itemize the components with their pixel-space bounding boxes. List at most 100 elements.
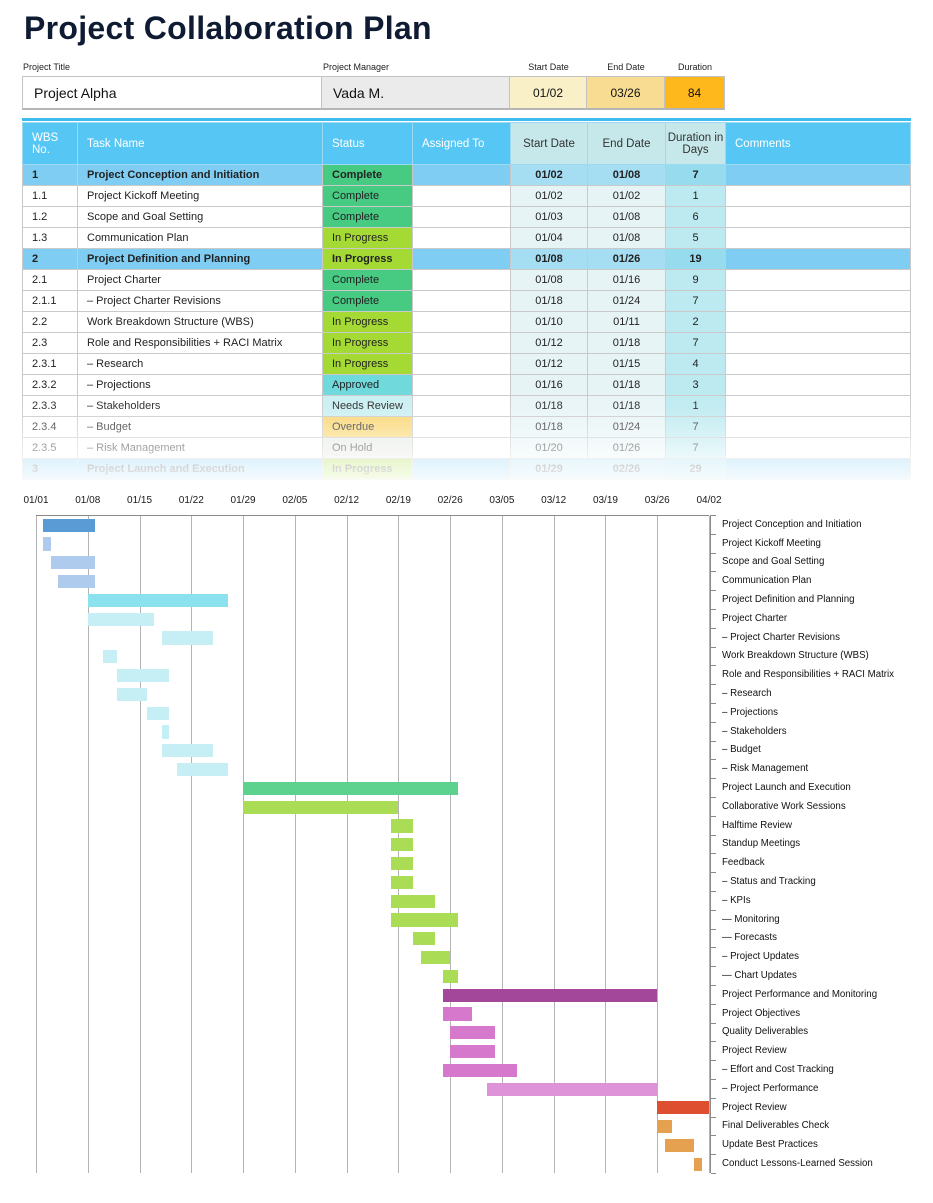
cell-assigned-to[interactable] bbox=[412, 374, 511, 396]
cell-task-name[interactable]: Project Launch and Execution bbox=[77, 458, 323, 480]
cell-start-date[interactable]: 01/12 bbox=[510, 332, 588, 354]
cell-duration[interactable]: 2 bbox=[665, 311, 726, 333]
cell-assigned-to[interactable] bbox=[412, 311, 511, 333]
cell-wbs[interactable]: 1.3 bbox=[22, 227, 78, 249]
cell-end-date[interactable]: 01/08 bbox=[587, 227, 666, 249]
cell-task-name[interactable]: – Project Charter Revisions bbox=[77, 290, 323, 312]
cell-wbs[interactable]: 1.2 bbox=[22, 206, 78, 228]
cell-duration[interactable]: 7 bbox=[665, 164, 726, 186]
cell-duration[interactable]: 5 bbox=[665, 227, 726, 249]
cell-comments[interactable] bbox=[725, 164, 911, 186]
cell-status[interactable]: Complete bbox=[322, 164, 413, 186]
summary-field-value[interactable]: Vada M. bbox=[322, 76, 510, 110]
cell-duration[interactable]: 7 bbox=[665, 416, 726, 438]
cell-status[interactable]: In Progress bbox=[322, 353, 413, 375]
cell-end-date[interactable]: 01/18 bbox=[587, 374, 666, 396]
cell-assigned-to[interactable] bbox=[412, 164, 511, 186]
cell-comments[interactable] bbox=[725, 248, 911, 270]
cell-wbs[interactable]: 2.3.5 bbox=[22, 437, 78, 459]
cell-start-date[interactable]: 01/02 bbox=[510, 185, 588, 207]
cell-end-date[interactable]: 01/15 bbox=[587, 353, 666, 375]
cell-start-date[interactable]: 01/08 bbox=[510, 269, 588, 291]
cell-wbs[interactable]: 2 bbox=[22, 248, 78, 270]
cell-assigned-to[interactable] bbox=[412, 185, 511, 207]
cell-wbs[interactable]: 2.1.1 bbox=[22, 290, 78, 312]
cell-status[interactable]: Needs Review bbox=[322, 395, 413, 417]
cell-assigned-to[interactable] bbox=[412, 437, 511, 459]
cell-status[interactable]: Complete bbox=[322, 185, 413, 207]
cell-task-name[interactable]: Scope and Goal Setting bbox=[77, 206, 323, 228]
summary-field-value[interactable]: 01/02 bbox=[510, 76, 587, 110]
cell-task-name[interactable]: Work Breakdown Structure (WBS) bbox=[77, 311, 323, 333]
cell-task-name[interactable]: Project Kickoff Meeting bbox=[77, 185, 323, 207]
cell-assigned-to[interactable] bbox=[412, 416, 511, 438]
cell-start-date[interactable]: 01/10 bbox=[510, 311, 588, 333]
cell-comments[interactable] bbox=[725, 458, 911, 480]
cell-duration[interactable]: 7 bbox=[665, 290, 726, 312]
cell-status[interactable]: Complete bbox=[322, 269, 413, 291]
cell-comments[interactable] bbox=[725, 227, 911, 249]
cell-start-date[interactable]: 01/08 bbox=[510, 248, 588, 270]
cell-task-name[interactable]: – Budget bbox=[77, 416, 323, 438]
cell-comments[interactable] bbox=[725, 290, 911, 312]
cell-assigned-to[interactable] bbox=[412, 353, 511, 375]
cell-assigned-to[interactable] bbox=[412, 227, 511, 249]
cell-status[interactable]: In Progress bbox=[322, 332, 413, 354]
cell-wbs[interactable]: 3 bbox=[22, 458, 78, 480]
cell-wbs[interactable]: 1.1 bbox=[22, 185, 78, 207]
cell-start-date[interactable]: 01/04 bbox=[510, 227, 588, 249]
cell-comments[interactable] bbox=[725, 353, 911, 375]
cell-status[interactable]: In Progress bbox=[322, 311, 413, 333]
cell-start-date[interactable]: 01/29 bbox=[510, 458, 588, 480]
cell-comments[interactable] bbox=[725, 332, 911, 354]
cell-end-date[interactable]: 02/26 bbox=[587, 458, 666, 480]
cell-wbs[interactable]: 2.3.1 bbox=[22, 353, 78, 375]
cell-end-date[interactable]: 01/11 bbox=[587, 311, 666, 333]
cell-status[interactable]: Complete bbox=[322, 290, 413, 312]
cell-task-name[interactable]: Project Conception and Initiation bbox=[77, 164, 323, 186]
cell-end-date[interactable]: 01/18 bbox=[587, 395, 666, 417]
cell-end-date[interactable]: 01/26 bbox=[587, 248, 666, 270]
cell-task-name[interactable]: Project Definition and Planning bbox=[77, 248, 323, 270]
cell-duration[interactable]: 7 bbox=[665, 437, 726, 459]
cell-status[interactable]: On Hold bbox=[322, 437, 413, 459]
cell-duration[interactable]: 3 bbox=[665, 374, 726, 396]
summary-field-value[interactable]: 84 bbox=[665, 76, 725, 110]
cell-wbs[interactable]: 2.1 bbox=[22, 269, 78, 291]
cell-status[interactable]: In Progress bbox=[322, 458, 413, 480]
cell-wbs[interactable]: 2.3 bbox=[22, 332, 78, 354]
cell-task-name[interactable]: Communication Plan bbox=[77, 227, 323, 249]
cell-status[interactable]: In Progress bbox=[322, 248, 413, 270]
cell-task-name[interactable]: Project Charter bbox=[77, 269, 323, 291]
cell-duration[interactable]: 7 bbox=[665, 332, 726, 354]
cell-assigned-to[interactable] bbox=[412, 290, 511, 312]
cell-start-date[interactable]: 01/02 bbox=[510, 164, 588, 186]
cell-status[interactable]: In Progress bbox=[322, 227, 413, 249]
cell-status[interactable]: Complete bbox=[322, 206, 413, 228]
cell-duration[interactable]: 4 bbox=[665, 353, 726, 375]
cell-end-date[interactable]: 01/08 bbox=[587, 164, 666, 186]
cell-comments[interactable] bbox=[725, 269, 911, 291]
cell-start-date[interactable]: 01/20 bbox=[510, 437, 588, 459]
cell-end-date[interactable]: 01/24 bbox=[587, 290, 666, 312]
cell-start-date[interactable]: 01/16 bbox=[510, 374, 588, 396]
cell-comments[interactable] bbox=[725, 395, 911, 417]
cell-assigned-to[interactable] bbox=[412, 332, 511, 354]
cell-assigned-to[interactable] bbox=[412, 206, 511, 228]
cell-status[interactable]: Approved bbox=[322, 374, 413, 396]
cell-start-date[interactable]: 01/18 bbox=[510, 416, 588, 438]
cell-comments[interactable] bbox=[725, 311, 911, 333]
cell-start-date[interactable]: 01/12 bbox=[510, 353, 588, 375]
cell-comments[interactable] bbox=[725, 437, 911, 459]
summary-field-value[interactable]: Project Alpha bbox=[22, 76, 322, 110]
cell-duration[interactable]: 1 bbox=[665, 395, 726, 417]
cell-wbs[interactable]: 2.3.4 bbox=[22, 416, 78, 438]
cell-end-date[interactable]: 01/16 bbox=[587, 269, 666, 291]
cell-end-date[interactable]: 01/26 bbox=[587, 437, 666, 459]
cell-wbs[interactable]: 1 bbox=[22, 164, 78, 186]
cell-end-date[interactable]: 01/08 bbox=[587, 206, 666, 228]
cell-end-date[interactable]: 01/18 bbox=[587, 332, 666, 354]
cell-start-date[interactable]: 01/18 bbox=[510, 290, 588, 312]
cell-duration[interactable]: 19 bbox=[665, 248, 726, 270]
summary-field-value[interactable]: 03/26 bbox=[587, 76, 665, 110]
